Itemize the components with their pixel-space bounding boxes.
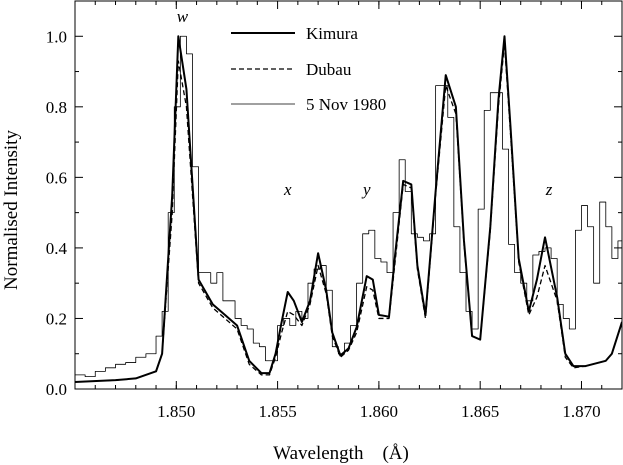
x-tick-label: 1.855	[258, 402, 296, 421]
line-label-y: y	[361, 180, 371, 199]
y-tick-label: 0.2	[46, 309, 67, 328]
plot-frame	[74, 0, 623, 390]
legend-label-observation: 5 Nov 1980	[306, 95, 386, 114]
x-tick-label: 1.850	[157, 402, 195, 421]
x-tick-label: 1.865	[461, 402, 499, 421]
kimura-line	[75, 35, 622, 383]
y-tick-label: 0.0	[46, 380, 67, 399]
legend-label-kimura: Kimura	[306, 24, 358, 43]
line-label-z: z	[545, 180, 553, 199]
x-axis-label: Wavelength (Å)	[273, 443, 409, 464]
x-tick-label: 1.860	[360, 402, 398, 421]
series-lines	[75, 35, 622, 383]
line-label-x: x	[283, 180, 292, 199]
observation-histogram	[75, 35, 622, 378]
line-label-w: w	[177, 7, 189, 26]
y-tick-label: 0.4	[46, 239, 68, 258]
y-tick-label: 0.6	[46, 168, 67, 187]
y-tick-label: 1.0	[46, 27, 67, 46]
axis-ticks: 1.850 1.855 1.860 1.865 1.870 0.0 0.2 0.4 0.6 0.8…	[46, 0, 623, 421]
legend-label-dubau: Dubau	[306, 60, 352, 79]
legend: Kimura Dubau 5 Nov 1980	[231, 24, 386, 114]
y-tick-label: 0.8	[46, 98, 67, 117]
y-axis-label: Normalised Intensity	[1, 130, 22, 290]
line-annotations: w x y z	[177, 7, 553, 199]
x-tick-label: 1.870	[562, 402, 600, 421]
dubau-line	[75, 42, 622, 383]
